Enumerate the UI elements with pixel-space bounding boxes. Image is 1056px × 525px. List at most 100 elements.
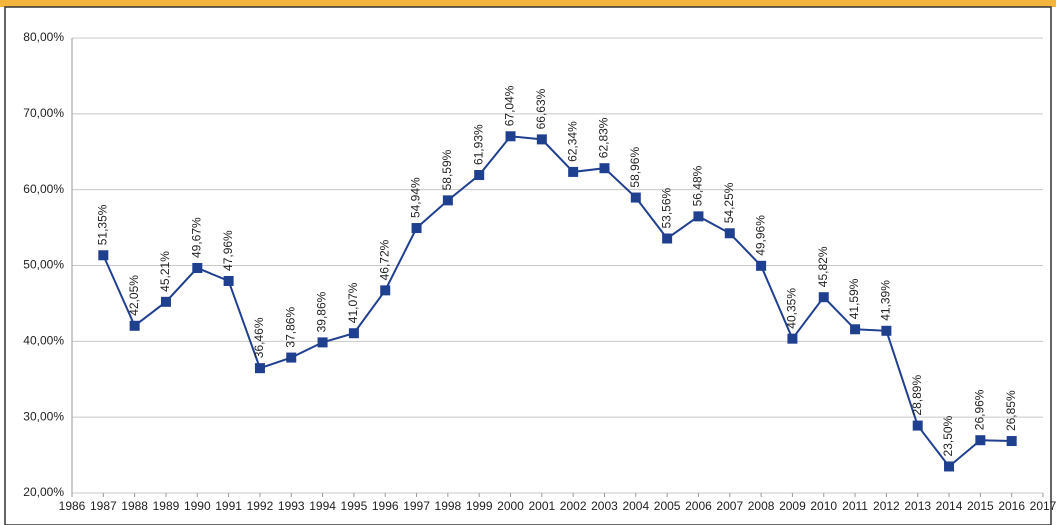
x-tick-label: 1996 — [372, 499, 399, 513]
data-label: 42,05% — [127, 275, 141, 316]
marker — [286, 352, 297, 363]
x-tick-label: 2011 — [842, 499, 868, 513]
x-tick-label: 1995 — [341, 499, 368, 513]
line — [102, 135, 1012, 468]
data-label: 41,07% — [346, 282, 360, 323]
data-label: 41,59% — [847, 278, 861, 319]
data-label: 67,04% — [503, 85, 517, 126]
data-label: 62,83% — [597, 117, 611, 158]
data-label: 58,96% — [628, 147, 642, 188]
data-label: 26,85% — [1004, 390, 1018, 431]
marker — [442, 195, 453, 206]
marker — [975, 435, 986, 446]
x-tick-label: 2001 — [528, 499, 555, 513]
x-tick-label: 2014 — [936, 499, 963, 513]
data-label: 54,94% — [409, 177, 423, 218]
y-tick-label: 50,00% — [23, 258, 64, 272]
data-label: 37,86% — [283, 307, 297, 348]
marker — [192, 263, 203, 274]
marker — [944, 461, 955, 472]
marker — [223, 275, 234, 286]
y-tick-label: 20,00% — [23, 485, 64, 499]
x-tick-label: 2009 — [779, 499, 806, 513]
marker — [98, 250, 109, 261]
x-tick-label: 2017 — [1030, 499, 1056, 513]
x-tick-label: 1993 — [278, 499, 305, 513]
data-label: 45,21% — [158, 251, 172, 292]
x-tick-label: 1999 — [466, 499, 493, 513]
data-label: 41,39% — [879, 280, 893, 321]
marker — [881, 325, 892, 336]
marker — [474, 170, 485, 181]
x-tick-label: 1991 — [215, 499, 242, 513]
x-tick-label: 1989 — [153, 499, 180, 513]
marker — [756, 260, 767, 271]
data-label: 36,46% — [252, 317, 266, 358]
frame — [4, 6, 1052, 525]
data-label: 39,86% — [315, 291, 329, 332]
data-label: 46,72% — [377, 239, 391, 280]
x-tick-label: 2016 — [998, 499, 1025, 513]
x-tick-label: 2012 — [873, 499, 900, 513]
marker — [599, 163, 610, 174]
marker — [630, 192, 641, 203]
marker — [536, 134, 547, 145]
x-tick-label: 1990 — [184, 499, 211, 513]
marker — [724, 228, 735, 239]
x-tick-label: 2004 — [622, 499, 649, 513]
marker — [254, 363, 265, 374]
x-tick-label: 2007 — [716, 499, 743, 513]
data-label: 45,82% — [816, 246, 830, 287]
y-tick-label: 30,00% — [23, 409, 64, 423]
x-tick-label: 1988 — [121, 499, 148, 513]
marker — [411, 223, 422, 234]
marker — [850, 324, 861, 335]
x-tick-label: 2006 — [685, 499, 712, 513]
marker — [160, 296, 171, 307]
x-tick-label: 2002 — [560, 499, 587, 513]
y-tick-label: 70,00% — [23, 106, 64, 120]
x-tick-label: 1998 — [435, 499, 462, 513]
data-label: 66,63% — [534, 88, 548, 129]
marker — [348, 328, 359, 339]
x-tick-label: 1986 — [59, 499, 86, 513]
x-tick-label: 1987 — [90, 499, 117, 513]
x-tick-label: 2008 — [748, 499, 775, 513]
y-tick-label: 40,00% — [23, 334, 64, 348]
data-label: 28,89% — [910, 375, 924, 416]
data-label: 49,96% — [753, 215, 767, 256]
data-label: 53,56% — [659, 187, 673, 228]
data-label: 47,96% — [221, 230, 235, 271]
marker — [912, 420, 923, 431]
x-tick-label: 2010 — [810, 499, 837, 513]
data-label: 26,96% — [973, 389, 987, 430]
data-label: 54,25% — [722, 182, 736, 223]
x-tick-label: 2003 — [591, 499, 618, 513]
title-banner — [0, 0, 1056, 7]
marker — [787, 333, 798, 344]
data-label: 62,34% — [565, 121, 579, 162]
data-label: 23,50% — [941, 415, 955, 456]
marker — [505, 131, 516, 142]
y-tick-label: 60,00% — [23, 182, 64, 196]
marker — [693, 211, 704, 222]
marker — [1006, 436, 1017, 447]
marker — [662, 233, 673, 244]
x-tick-label: 2000 — [497, 499, 524, 513]
marker — [568, 166, 579, 177]
data-label: 56,48% — [691, 165, 705, 206]
marker — [818, 292, 829, 303]
x-tick-label: 1997 — [403, 499, 430, 513]
x-tick-label: 1992 — [247, 499, 274, 513]
marker — [380, 285, 391, 296]
data-label: 58,59% — [440, 149, 454, 190]
marker — [317, 337, 328, 348]
x-tick-label: 2005 — [654, 499, 681, 513]
y-tick-label: 80,00% — [23, 30, 64, 44]
data-label: 61,93% — [471, 124, 485, 165]
x-tick-label: 2015 — [967, 499, 994, 513]
data-label: 49,67% — [189, 217, 203, 258]
x-tick-label: 2013 — [904, 499, 931, 513]
